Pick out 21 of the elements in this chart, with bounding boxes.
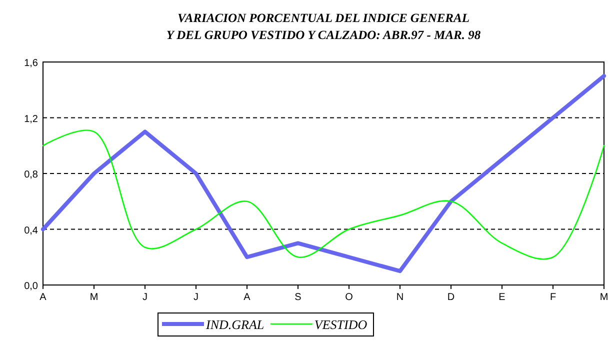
y-tick-label: 0,8 (24, 170, 38, 180)
x-tick-label: J (142, 292, 148, 303)
x-tick-label: A (244, 292, 251, 303)
x-tick-label: M (600, 292, 608, 303)
x-tick-label: J (194, 292, 198, 303)
x-tick-label: D (447, 292, 455, 303)
y-tick-label: 1,6 (24, 58, 38, 69)
x-tick-label: M (90, 292, 98, 303)
x-tick-label: E (498, 292, 506, 303)
x-tick-label: N (396, 292, 404, 303)
x-tick-label: F (550, 292, 556, 303)
y-tick-label: 0,0 (24, 281, 38, 292)
y-tick-label: 0,4 (24, 225, 38, 236)
x-tick-label: A (40, 292, 47, 303)
line-series (41, 74, 606, 274)
x-tick-label: O (345, 292, 354, 303)
x-tick-label: S (294, 292, 302, 303)
legend-label: IND.GRAL (205, 317, 264, 332)
legend-label: VESTIDO (314, 317, 368, 332)
y-tick-label: 1,2 (24, 114, 38, 125)
chart-title: VARIACION PORCENTUAL DEL INDICE GENERAL Y DEL GRUPO VESTIDO Y CALZADO: ABR.97 - MAR. 98 (166, 11, 482, 42)
